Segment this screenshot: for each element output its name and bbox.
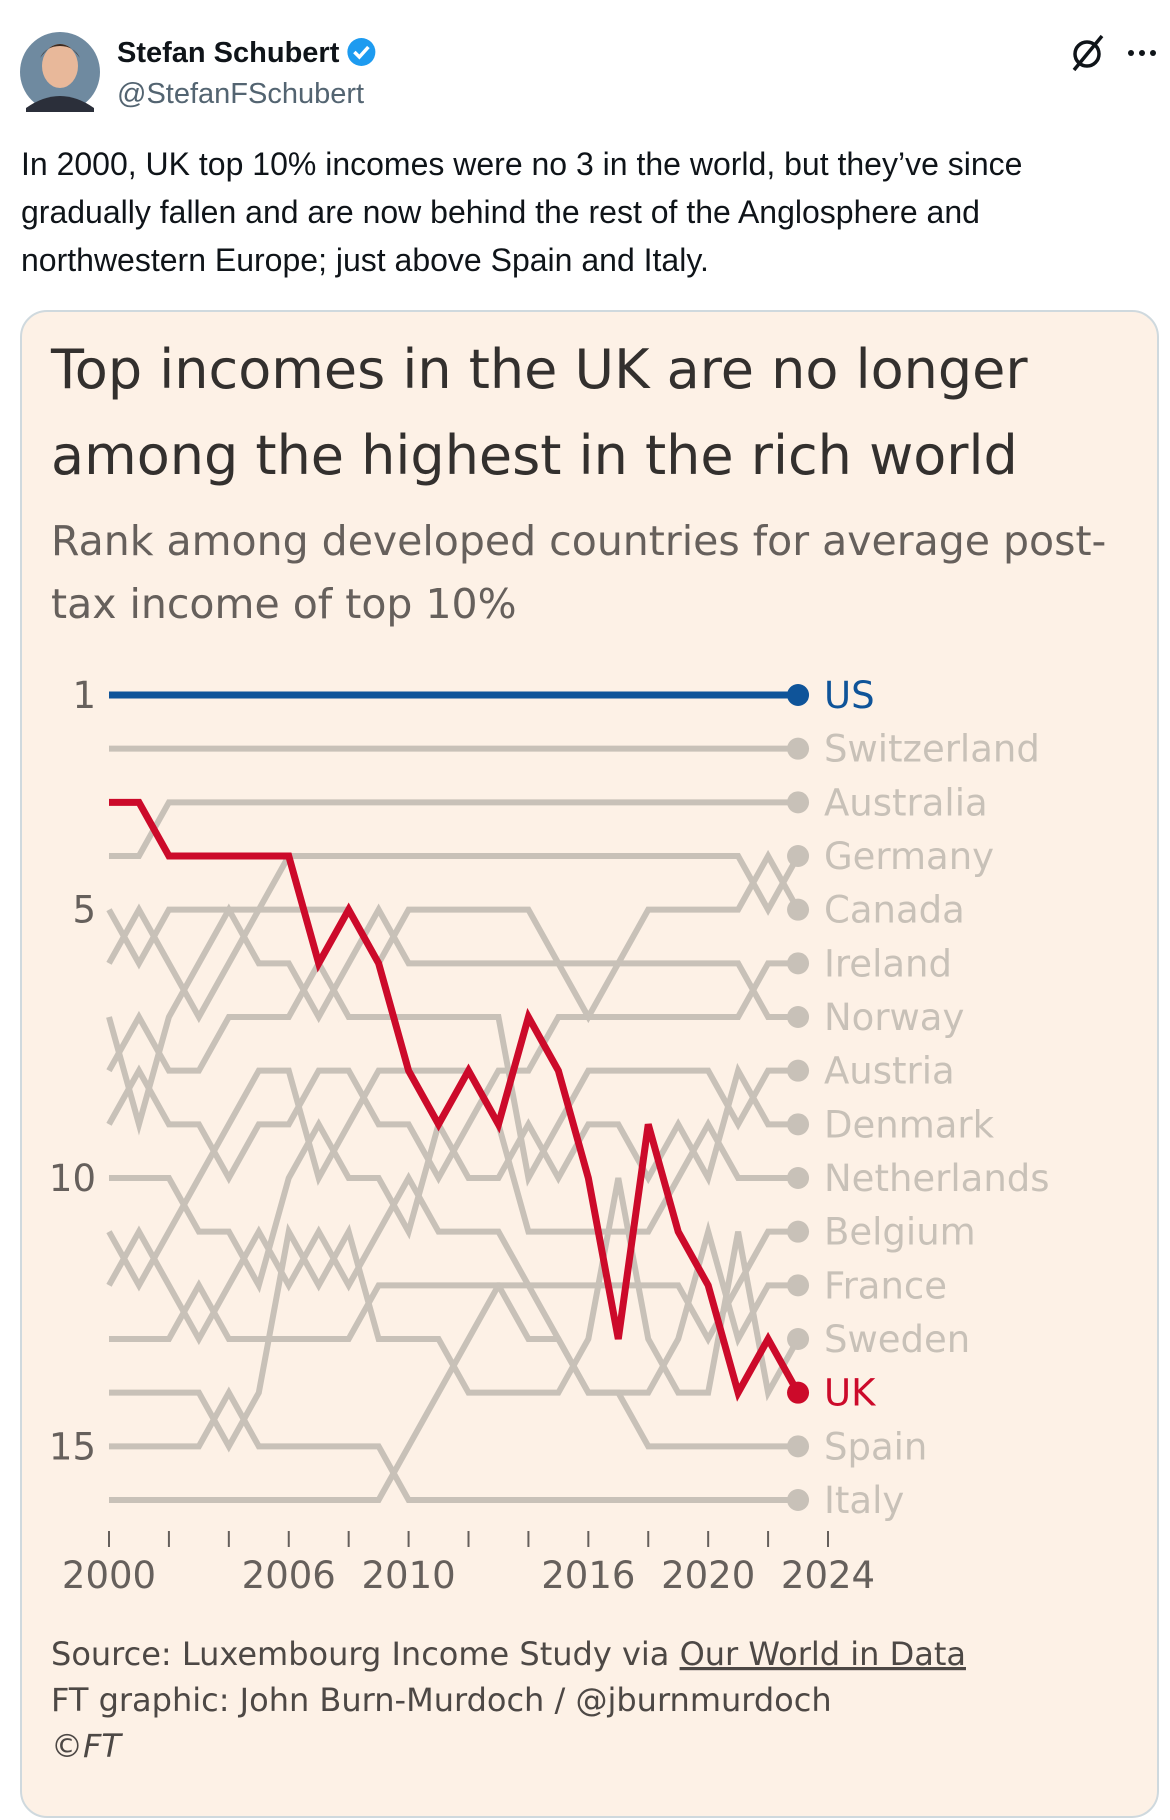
series-line (109, 1062, 799, 1294)
series-label: France (824, 1264, 947, 1307)
source-link[interactable]: Our World in Data (680, 1635, 966, 1673)
end-dot (787, 1113, 810, 1136)
y-tick-label: 5 (72, 889, 96, 932)
end-dot (787, 1328, 810, 1350)
copyright-text: ©FT (51, 1727, 123, 1765)
series-label: Italy (824, 1479, 904, 1522)
series-line (106, 1067, 799, 1292)
series-line (106, 1171, 799, 1346)
x-tick-label: 2016 (541, 1554, 635, 1597)
chart-title: among the highest in the rich world (51, 424, 1018, 487)
tweet-text: In 2000, UK top 10% incomes were no 3 in… (21, 146, 1023, 278)
x-tick-label: 2000 (62, 1554, 156, 1597)
series-label: Denmark (824, 1103, 995, 1146)
chart-title: Top incomes in the UK are no longer (50, 338, 1028, 401)
author-name[interactable]: Stefan Schubert (117, 37, 340, 69)
end-dot (787, 791, 810, 814)
series-label: Australia (824, 781, 988, 824)
more-menu[interactable] (1128, 50, 1156, 56)
end-dot (787, 1059, 810, 1082)
x-tick-label: 2006 (242, 1554, 336, 1597)
series-line (109, 1386, 799, 1503)
series-label: Netherlands (824, 1157, 1050, 1200)
series-label: Austria (824, 1050, 955, 1093)
series-line (109, 1282, 799, 1503)
end-dot (787, 1435, 810, 1458)
series-line (106, 957, 799, 1187)
end-dot (787, 737, 810, 760)
end-dot (787, 1274, 810, 1297)
end-dot (787, 1167, 810, 1189)
end-dot (787, 1006, 810, 1028)
y-tick-label: 15 (49, 1425, 96, 1468)
y-tick-label: 10 (49, 1157, 96, 1200)
x-tick-label: 2024 (781, 1554, 875, 1597)
end-dot (787, 1489, 810, 1511)
series-label: Ireland (824, 942, 952, 985)
grok-icon[interactable] (1072, 34, 1104, 72)
series-label: Canada (824, 889, 965, 932)
end-dot (787, 898, 810, 921)
verified-badge (347, 38, 376, 66)
y-tick-label: 1 (72, 674, 96, 717)
series-label: Switzerland (824, 728, 1040, 771)
end-dot (787, 952, 810, 975)
chart: Top incomes in the UK are no longer among… (49, 338, 1106, 1765)
chart-subtitle: tax income of top 10% (51, 580, 517, 628)
author-handle[interactable]: @StefanFSchubert (117, 78, 364, 110)
series-label: Germany (824, 835, 994, 878)
series-label: Belgium (824, 1211, 976, 1254)
series-label: Norway (824, 996, 964, 1039)
series-line (109, 1220, 799, 1396)
end-dot (787, 1381, 810, 1404)
series-line (106, 853, 801, 970)
series-line (106, 849, 801, 1024)
series-line (109, 798, 802, 1402)
credit-text: FT graphic: John Burn-Murdoch / @jburnmu… (51, 1681, 832, 1719)
end-dot (787, 845, 810, 867)
series-line (106, 903, 799, 1136)
x-tick-label: 2010 (361, 1554, 455, 1597)
end-dot (787, 1220, 810, 1243)
series-label: Sweden (824, 1318, 970, 1361)
chart-card[interactable] (20, 310, 1159, 1818)
avatar[interactable] (20, 32, 100, 112)
chart-subtitle: Rank among developed countries for avera… (51, 517, 1106, 565)
source-text: Source: Luxembourg Income Study via (51, 1635, 680, 1673)
end-dot (787, 684, 810, 706)
series-label: UK (824, 1372, 877, 1415)
series-label: Spain (824, 1425, 927, 1468)
x-tick-label: 2020 (661, 1554, 755, 1597)
series-line (109, 799, 799, 859)
series-label: US (824, 674, 875, 717)
